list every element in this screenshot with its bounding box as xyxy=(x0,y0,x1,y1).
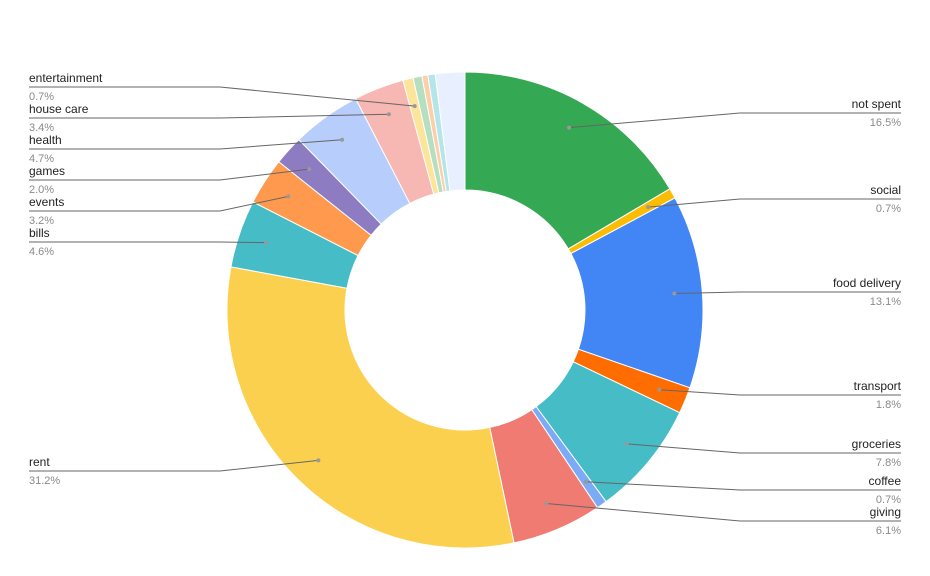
slice-label-food-delivery: food delivery xyxy=(833,276,901,290)
slice-percent-social: 0.7% xyxy=(876,203,901,215)
leader-dot-rent xyxy=(316,458,321,463)
slice-label-transport: transport xyxy=(854,379,902,393)
leader-dot-bills xyxy=(264,240,269,245)
slice-label-entertainment: entertainment xyxy=(29,71,103,85)
leader-line-rent xyxy=(29,459,319,472)
leader-dot-not-spent xyxy=(567,125,572,130)
slice-percent-bills: 4.6% xyxy=(29,246,54,258)
slice-label-bills: bills xyxy=(29,226,50,240)
slice-percent-health: 4.7% xyxy=(29,153,54,165)
slice-percent-events: 3.2% xyxy=(29,215,54,227)
slice-percent-house-care: 3.4% xyxy=(29,122,54,134)
leader-dot-food-delivery xyxy=(672,291,677,296)
slice-label-health: health xyxy=(29,133,62,147)
leader-line-entertainment xyxy=(29,86,415,107)
slice-labels: not spent 16.5% social 0.7% food delivery 13.… xyxy=(29,71,902,537)
leader-dot-coffee xyxy=(583,479,588,484)
leader-line-groceries xyxy=(626,443,901,454)
leader-dot-groceries xyxy=(624,441,629,446)
slice-percent-groceries: 7.8% xyxy=(876,457,901,469)
leader-line-games xyxy=(29,168,310,181)
leader-line-house-care xyxy=(29,113,389,119)
leader-line-not-spent xyxy=(569,112,901,129)
slice-percent-transport: 1.8% xyxy=(876,399,901,411)
donut-slices xyxy=(226,71,704,549)
slice-label-not-spent: not spent xyxy=(852,97,902,111)
slice-label-house-care: house care xyxy=(29,102,89,116)
leader-line-events xyxy=(29,195,289,212)
slice-label-events: events xyxy=(29,195,64,209)
slice-percent-rent: 31.2% xyxy=(29,475,60,487)
leader-dot-games xyxy=(307,167,312,172)
leader-line-bills xyxy=(29,241,267,244)
slice-percent-giving: 6.1% xyxy=(876,525,901,537)
slice-label-games: games xyxy=(29,164,65,178)
slice-label-coffee: coffee xyxy=(869,474,902,488)
slice-not-spent xyxy=(464,71,671,250)
slice-percent-entertainment: 0.7% xyxy=(29,91,54,103)
slice-label-groceries: groceries xyxy=(852,437,901,451)
leader-dot-social xyxy=(646,205,651,210)
slice-percent-games: 2.0% xyxy=(29,184,54,196)
slice-label-rent: rent xyxy=(29,455,50,469)
slice-percent-not-spent: 16.5% xyxy=(870,117,901,129)
leader-dot-giving xyxy=(544,501,549,506)
slice-label-giving: giving xyxy=(870,505,901,519)
slice-rent xyxy=(226,266,515,549)
leader-line-health xyxy=(29,139,343,150)
slice-food-delivery xyxy=(570,197,704,389)
leader-line-food-delivery xyxy=(674,291,901,295)
slice-unlabeled-17 xyxy=(434,71,466,192)
leader-line-giving xyxy=(546,503,901,522)
slice-percent-food-delivery: 13.1% xyxy=(870,296,901,308)
leader-line-coffee xyxy=(585,481,901,491)
leader-line-social xyxy=(648,198,901,208)
leader-dot-entertainment xyxy=(412,104,417,109)
leader-dot-transport xyxy=(657,387,662,392)
leader-dot-house-care xyxy=(386,112,391,117)
leader-dot-health xyxy=(340,137,345,142)
leader-dot-events xyxy=(286,194,291,199)
leader-line-transport xyxy=(659,389,901,396)
slice-label-social: social xyxy=(870,183,901,197)
slice-percent-coffee: 0.7% xyxy=(876,494,901,506)
